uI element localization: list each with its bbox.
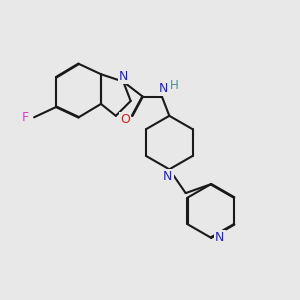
Text: N: N [159, 82, 168, 95]
Text: N: N [215, 231, 224, 244]
Text: O: O [120, 113, 130, 126]
Text: H: H [170, 79, 179, 92]
Text: F: F [22, 111, 29, 124]
Text: N: N [163, 170, 172, 183]
Text: N: N [119, 70, 128, 83]
